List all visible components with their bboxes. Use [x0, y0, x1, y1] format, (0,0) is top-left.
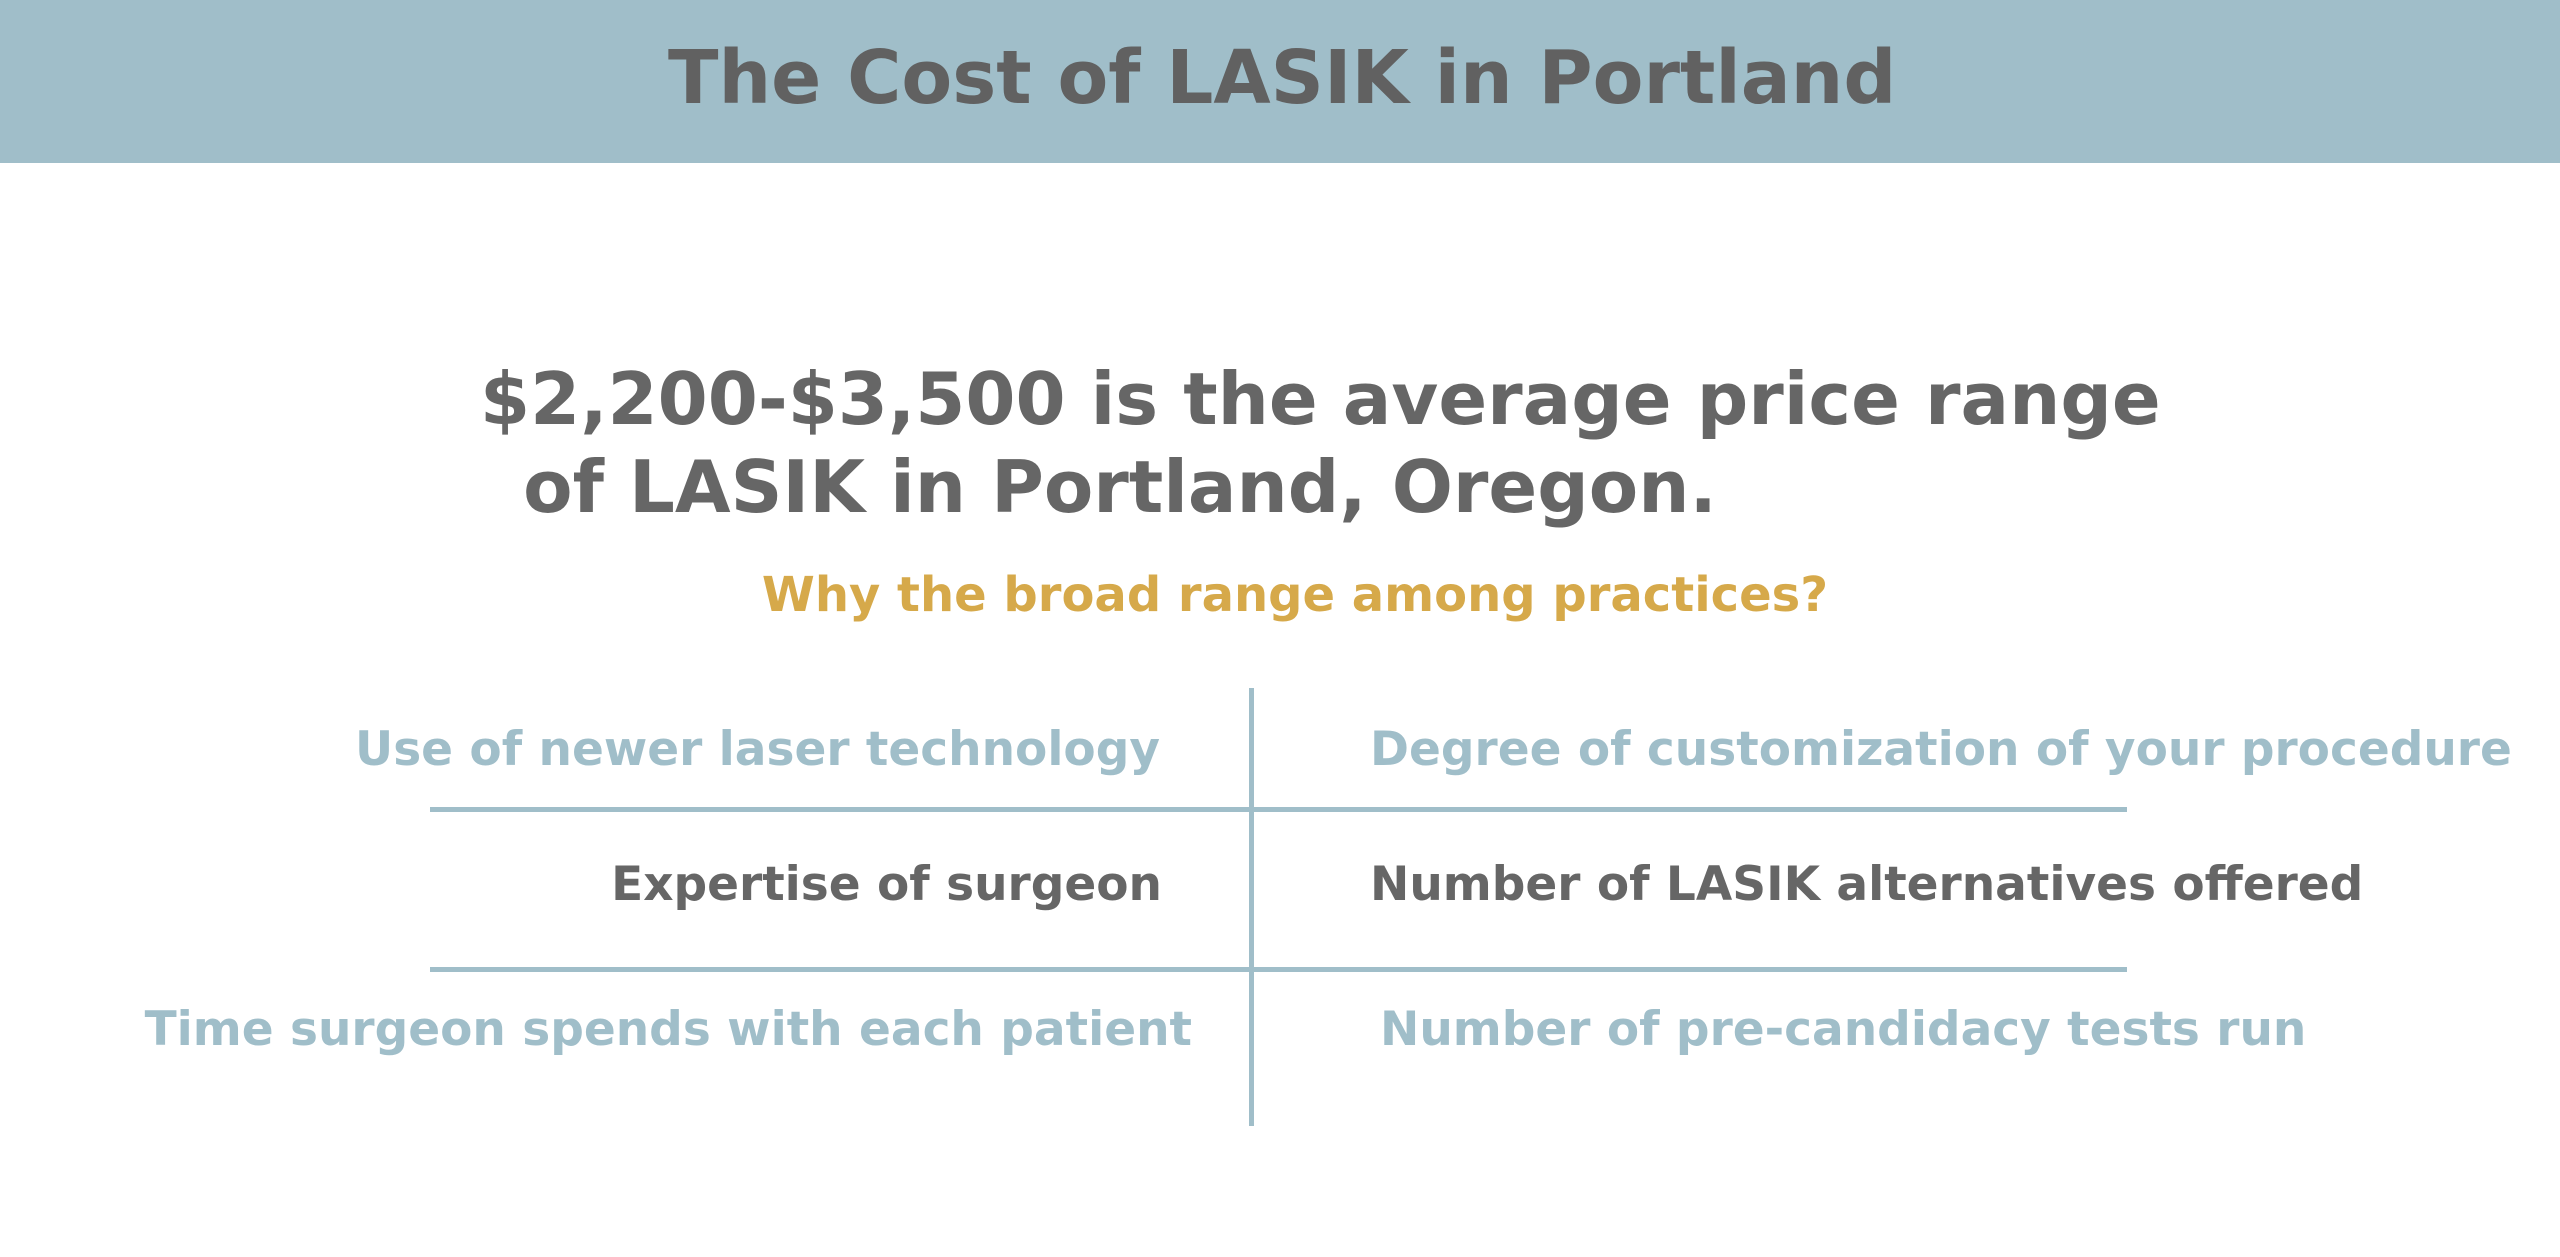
price-range-headline: $2,200-$3,500 is the average price range…: [480, 355, 2161, 531]
headline-line-1: $2,200-$3,500 is the average price range: [480, 357, 2161, 441]
factor-laser-technology: Use of newer laser technology: [355, 722, 1160, 777]
range-question: Why the broad range among practices?: [761, 567, 1829, 623]
factor-customization: Degree of customization of your procedur…: [1370, 722, 2512, 777]
factor-surgeon-time: Time surgeon spends with each patient: [144, 1002, 1192, 1057]
page-title: The Cost of LASIK in Portland: [668, 35, 1897, 121]
title-banner: The Cost of LASIK in Portland: [0, 0, 2560, 163]
headline-line-2: of LASIK in Portland, Oregon.: [523, 445, 1717, 529]
factor-lasik-alternatives: Number of LASIK alternatives offered: [1370, 857, 2364, 912]
factor-pre-candidacy-tests: Number of pre-candidacy tests run: [1380, 1002, 2307, 1057]
vertical-divider: [1249, 688, 1254, 1126]
horizontal-divider-2: [430, 967, 2127, 972]
horizontal-divider-1: [430, 807, 2127, 812]
factor-surgeon-expertise: Expertise of surgeon: [611, 857, 1162, 912]
